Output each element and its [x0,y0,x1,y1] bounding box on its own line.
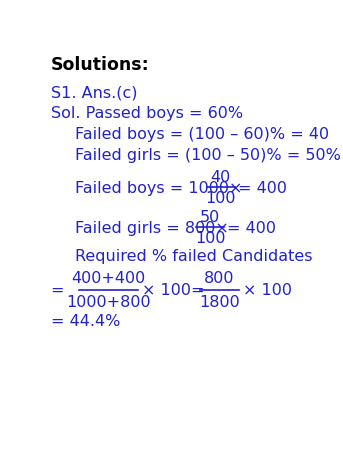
Text: Sol. Passed boys = 60%: Sol. Passed boys = 60% [51,106,243,121]
Text: = 44.4%: = 44.4% [51,313,120,328]
Text: Failed boys = 1000×: Failed boys = 1000× [75,180,243,195]
Text: =: = [51,282,64,298]
Text: 800: 800 [204,271,235,286]
Text: 1000+800: 1000+800 [67,294,151,309]
Text: 100: 100 [195,231,225,246]
Text: 400+400: 400+400 [72,271,146,286]
Text: Solutions:: Solutions: [51,56,149,74]
Text: × 100=: × 100= [142,282,204,298]
Text: 100: 100 [205,191,236,206]
Text: Failed girls = (100 – 50)% = 50%: Failed girls = (100 – 50)% = 50% [75,148,341,162]
Text: × 100: × 100 [243,282,292,298]
Text: 50: 50 [200,209,220,224]
Text: 40: 40 [211,169,231,185]
Text: = 400: = 400 [227,220,276,235]
Text: S1. Ans.(c): S1. Ans.(c) [51,85,137,100]
Text: Failed girls = 800×: Failed girls = 800× [75,220,229,235]
Text: = 400: = 400 [238,180,287,195]
Text: Required % failed Candidates: Required % failed Candidates [75,249,313,264]
Text: Failed boys = (100 – 60)% = 40: Failed boys = (100 – 60)% = 40 [75,127,330,141]
Text: 1800: 1800 [199,294,240,309]
